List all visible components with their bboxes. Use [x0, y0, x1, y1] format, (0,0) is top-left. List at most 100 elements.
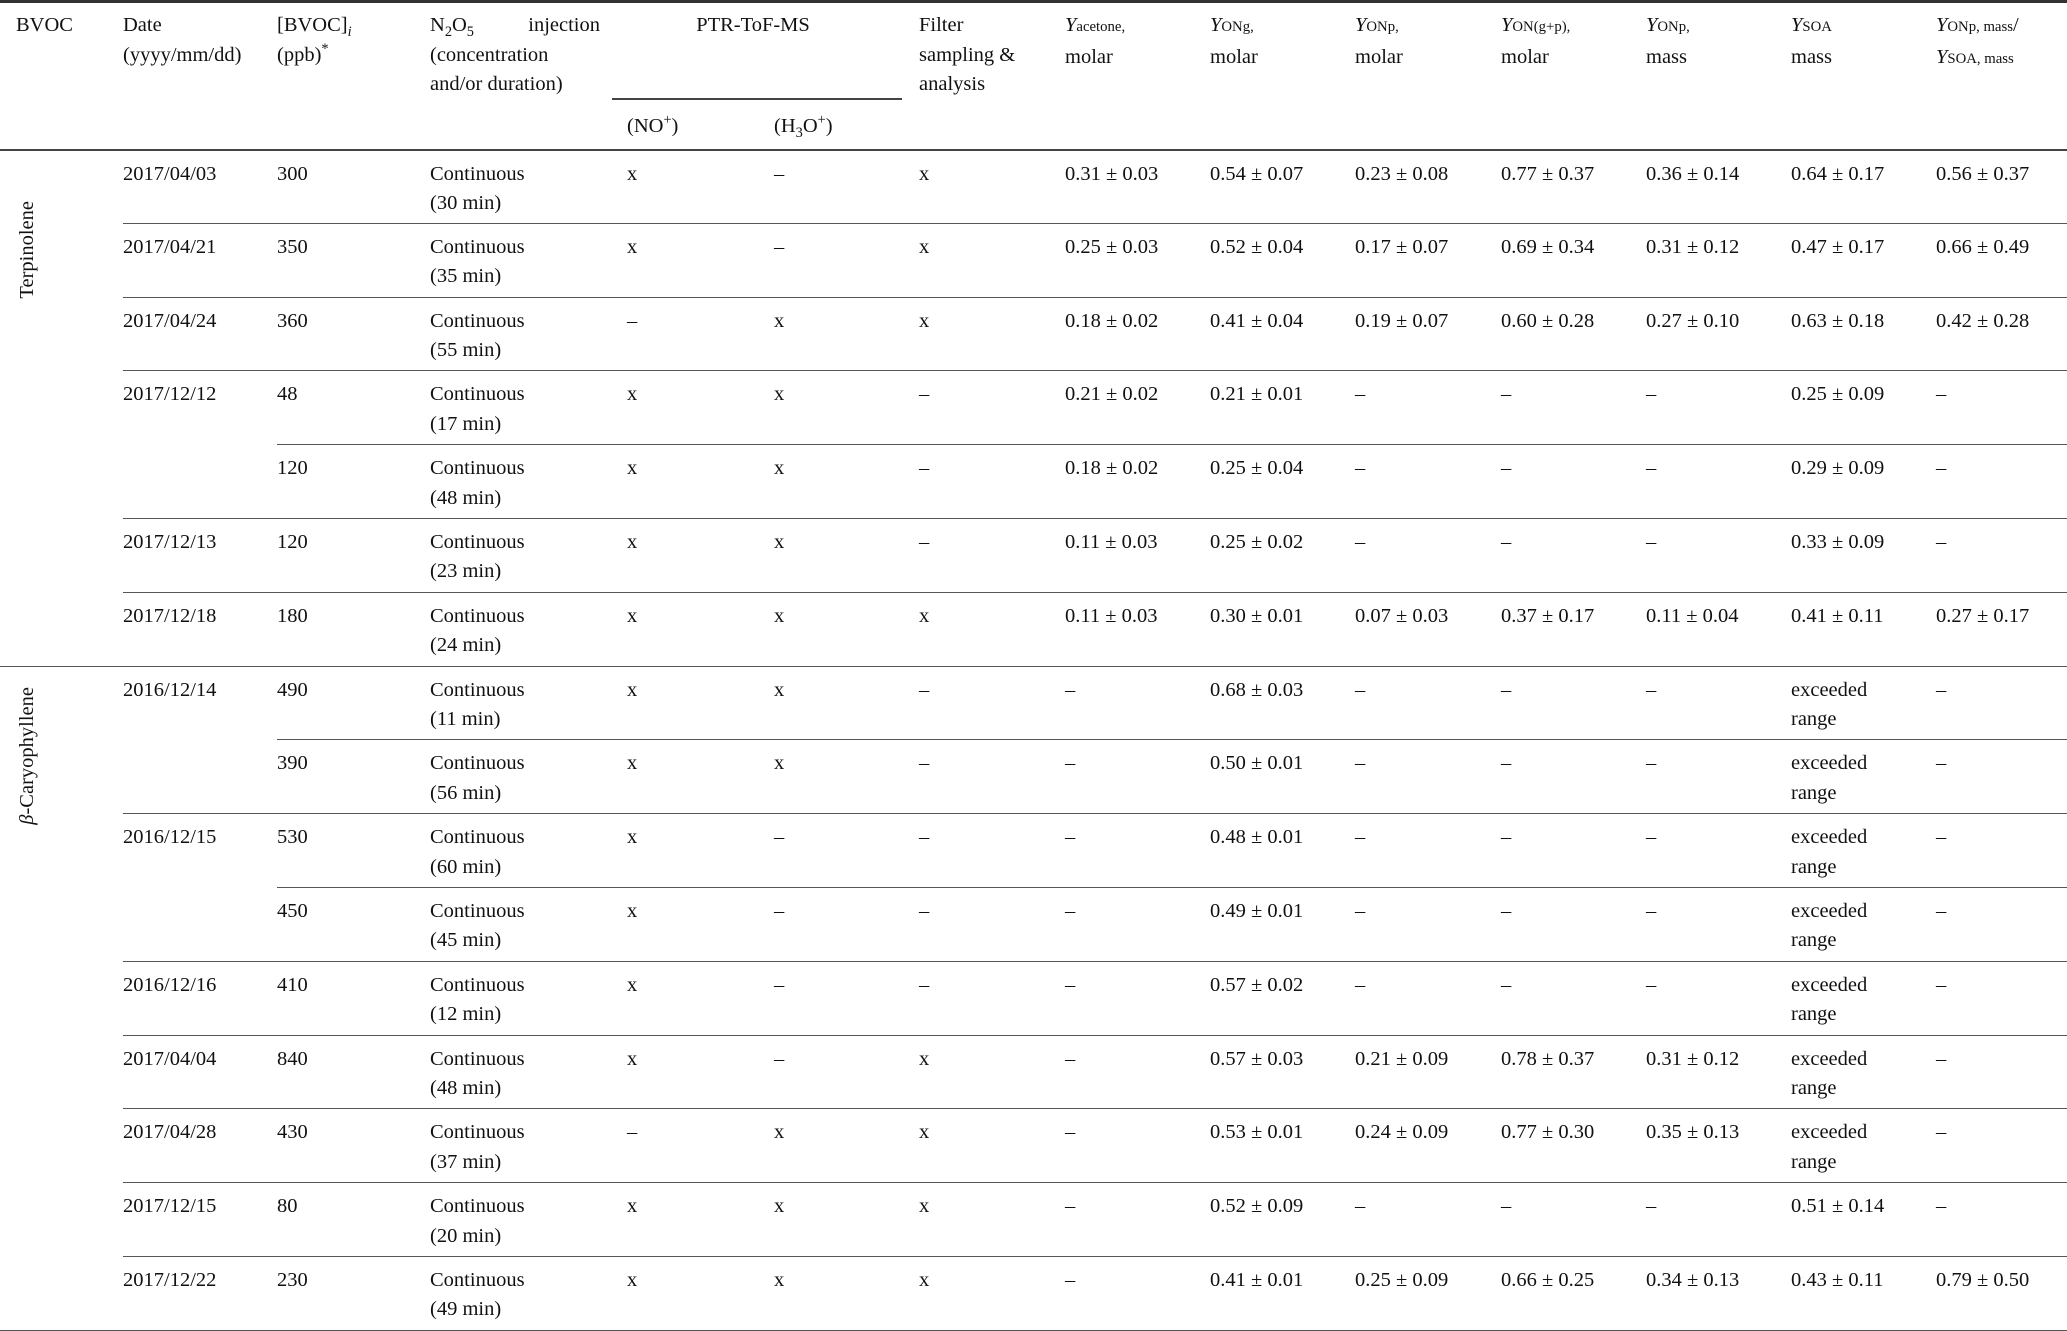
cell-y-onp: – — [1355, 666, 1501, 741]
cell-conc: 840 — [277, 1035, 430, 1110]
cell-n2o5: Continuous (49 min) — [430, 1256, 627, 1331]
cell-conc: 350 — [277, 223, 430, 298]
table-row: 2016/12/16 410 Continuous (12 min) x – – –0.57… — [0, 961, 2067, 1036]
table-row: 2017/12/18 180 Continuous (24 min) x x x 0.11 … — [0, 592, 2067, 667]
cell-n2o5: Continuous (55 min) — [430, 297, 627, 372]
cell-y-acetone: – — [1065, 1256, 1210, 1331]
header-ptr-tof-ms: PTR-ToF-MS — [696, 14, 810, 36]
cell-y-ongp: 0.77 ± 0.30 — [1501, 1108, 1646, 1184]
table-row: 390 Continuous (56 min) x x – –0.50 ± 0.01– – –… — [0, 739, 2067, 815]
table-row: 2017/12/12 48 Continuous (17 min) x x –0.21 ±… — [0, 370, 2067, 519]
cell-y-acetone: 0.18 ± 0.02 — [1065, 297, 1210, 372]
cell-y-acetone: – — [1065, 887, 1210, 962]
cell-y-onp-mass: – — [1646, 961, 1791, 1036]
cell-y-onp-mass: 0.36 ± 0.14 — [1646, 149, 1791, 224]
cell-ratio: – — [1936, 961, 2067, 1036]
header-y-ong: YONg, molar — [1210, 14, 1258, 68]
cell-date: 2017/12/12 — [123, 370, 277, 519]
cell-y-soa: 0.43 ± 0.11 — [1791, 1256, 1936, 1331]
cell-date: 2016/12/14 — [123, 666, 277, 815]
cell-date: 2017/04/24 — [123, 297, 277, 372]
cell-y-onp-mass: – — [1646, 813, 1791, 888]
cell-y-acetone: 0.11 ± 0.03 — [1065, 518, 1210, 593]
cell-y-acetone: – — [1065, 813, 1210, 888]
table-row: 2017/04/04 840 Continuous (48 min) x – x –0.57… — [0, 1035, 2067, 1110]
cell-no: – — [627, 297, 774, 372]
header-y-ongp: YON(g+p), molar — [1501, 14, 1571, 68]
cell-y-ongp: 0.37 ± 0.17 — [1501, 592, 1646, 667]
bvoc-label: -Caryophyllene — [16, 686, 38, 815]
cell-n2o5: Continuous (56 min) — [430, 739, 627, 815]
cell-no: x — [627, 813, 774, 888]
table-row: 2017/04/21 350 Continuous (35 min) x – x 0.25 … — [0, 223, 2067, 298]
cell-date: 2017/12/18 — [123, 592, 277, 667]
cell-y-onp-mass: – — [1646, 739, 1791, 815]
cell-y-ong: 0.49 ± 0.01 — [1210, 887, 1355, 962]
cell-conc: 530 — [277, 813, 430, 888]
header-y-onp-mass: YONp, mass — [1646, 14, 1690, 68]
cell-y-onp-mass: – — [1646, 887, 1791, 962]
table-row: 2017/04/28 430 Continuous (37 min) – x x –0.53… — [0, 1108, 2067, 1184]
cell-y-onp: – — [1355, 444, 1501, 519]
cell-y-soa: 0.64 ± 0.17 — [1791, 149, 1936, 224]
table-header: BVOC Date (yyyy/mm/dd) [BVOC]i (ppb)* N2… — [0, 1, 2067, 150]
cell-y-acetone: – — [1065, 666, 1210, 741]
cell-y-onp: – — [1355, 370, 1501, 446]
cell-y-onp: – — [1355, 961, 1501, 1036]
cell-n2o5: Continuous (45 min) — [430, 887, 627, 962]
table-row: 2017/12/15 80 Continuous (20 min) x x x –0.52 … — [0, 1182, 2067, 1257]
cell-y-ong: 0.50 ± 0.01 — [1210, 739, 1355, 815]
cell-y-acetone: 0.31 ± 0.03 — [1065, 149, 1210, 224]
cell-y-soa: exceeded range — [1791, 1035, 1936, 1110]
cell-h3o: – — [774, 961, 919, 1036]
cell-h3o: x — [774, 297, 919, 372]
cell-conc: 120 — [277, 518, 430, 593]
cell-ratio: 0.79 ± 0.50 — [1936, 1256, 2067, 1331]
cell-ratio: – — [1936, 370, 2067, 446]
cell-filter: – — [919, 370, 1065, 446]
cell-ratio: – — [1936, 1108, 2067, 1184]
cell-filter: x — [919, 592, 1065, 667]
cell-n2o5: Continuous (17 min) — [430, 370, 627, 446]
cell-y-ongp: – — [1501, 887, 1646, 962]
cell-conc: 180 — [277, 592, 430, 667]
cell-n2o5: Continuous (30 min) — [430, 149, 627, 224]
cell-conc: 80 — [277, 1182, 430, 1257]
cell-n2o5: Continuous (60 min) — [430, 813, 627, 888]
table-body: Terpinolene 2017/04/03 300 Continuous (30 m… — [0, 149, 2067, 1331]
cell-y-ong: 0.25 ± 0.04 — [1210, 444, 1355, 519]
cell-filter: x — [919, 297, 1065, 372]
cell-y-soa: 0.41 ± 0.11 — [1791, 592, 1936, 667]
cell-y-ongp: – — [1501, 1182, 1646, 1257]
cell-ratio: 0.27 ± 0.17 — [1936, 592, 2067, 667]
cell-y-acetone: 0.11 ± 0.03 — [1065, 592, 1210, 667]
cell-h3o: – — [774, 223, 919, 298]
cell-h3o: x — [774, 739, 919, 815]
cell-conc: 300 — [277, 149, 430, 224]
cell-n2o5: Continuous (37 min) — [430, 1108, 627, 1184]
cell-conc: 48 — [277, 370, 430, 446]
cell-ratio: 0.66 ± 0.49 — [1936, 223, 2067, 298]
cell-n2o5: Continuous (48 min) — [430, 1035, 627, 1110]
cell-ratio: 0.56 ± 0.37 — [1936, 149, 2067, 224]
cell-date: 2017/12/15 — [123, 1182, 277, 1257]
cell-conc: 360 — [277, 297, 430, 372]
cell-y-onp-mass: 0.11 ± 0.04 — [1646, 592, 1791, 667]
table-row: β-Caryophyllene 2016/12/14 490 Continuous (… — [0, 666, 2067, 1331]
table-row: 2017/04/24 360 Continuous (55 min) – x x 0.18 … — [0, 297, 2067, 372]
cell-y-onp: 0.24 ± 0.09 — [1355, 1108, 1501, 1184]
cell-y-ong: 0.41 ± 0.04 — [1210, 297, 1355, 372]
cell-filter: – — [919, 887, 1065, 962]
cell-ratio: – — [1936, 518, 2067, 593]
cell-y-ongp: – — [1501, 739, 1646, 815]
cell-y-acetone: – — [1065, 1108, 1210, 1184]
cell-y-onp: – — [1355, 739, 1501, 815]
cell-h3o: x — [774, 518, 919, 593]
cell-y-ongp: 0.66 ± 0.25 — [1501, 1256, 1646, 1331]
cell-no: x — [627, 223, 774, 298]
cell-y-ongp: 0.78 ± 0.37 — [1501, 1035, 1646, 1110]
cell-filter: x — [919, 1035, 1065, 1110]
cell-filter: – — [919, 666, 1065, 741]
cell-y-acetone: 0.18 ± 0.02 — [1065, 444, 1210, 519]
